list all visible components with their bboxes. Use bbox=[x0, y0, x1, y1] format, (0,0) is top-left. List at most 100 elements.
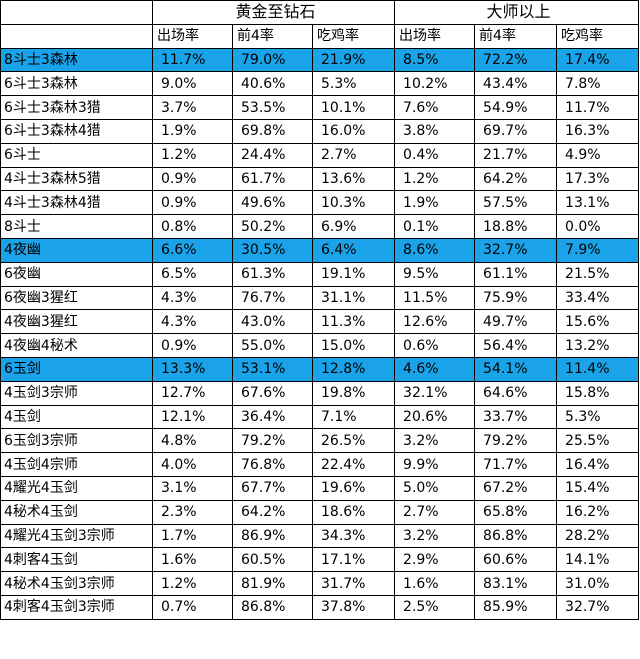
comp-name-cell: 8斗士3森林 bbox=[0, 47, 153, 73]
stat-cell: 1.7% bbox=[152, 523, 233, 549]
stat-cell: 16.2% bbox=[556, 499, 640, 525]
stat-cell: 55.0% bbox=[232, 333, 313, 358]
group-header-gold-diamond: 黄金至钻石 bbox=[151, 0, 396, 25]
stat-cell: 53.5% bbox=[232, 95, 313, 120]
stat-cell: 13.1% bbox=[556, 190, 640, 216]
stat-cell: 49.7% bbox=[474, 309, 558, 335]
stat-cell: 17.3% bbox=[556, 166, 640, 192]
stat-cell: 37.8% bbox=[311, 594, 396, 620]
table-row: 4秘术4玉剑3宗师 1.2% 81.9% 31.7% 1.6% 83.1% 31.0% bbox=[0, 571, 640, 596]
stat-cell: 53.1% bbox=[232, 356, 313, 382]
stat-cell: 2.9% bbox=[394, 547, 476, 573]
table-row: 6夜幽 6.5% 61.3% 19.1% 9.5% 61.1% 21.5% bbox=[0, 261, 640, 287]
stat-cell: 10.2% bbox=[394, 71, 476, 97]
table-row: 6夜幽3猩红 4.3% 76.7% 31.1% 11.5% 75.9% 33.4% bbox=[0, 285, 640, 311]
stat-cell: 69.7% bbox=[474, 118, 558, 144]
stat-cell: 67.2% bbox=[474, 475, 558, 501]
comp-name-cell: 4秘术4玉剑3宗师 bbox=[0, 571, 153, 596]
table-row: 6斗士3森林4猎 1.9% 69.8% 16.0% 3.8% 69.7% 16.3% bbox=[0, 118, 640, 144]
stat-cell: 16.3% bbox=[556, 118, 640, 144]
stat-cell: 19.1% bbox=[311, 261, 396, 287]
stat-cell: 0.9% bbox=[152, 333, 233, 358]
group-header-master-plus: 大师以上 bbox=[394, 0, 640, 25]
stat-cell: 61.7% bbox=[232, 166, 313, 192]
col-header: 吃鸡率 bbox=[556, 23, 640, 49]
stat-cell: 2.5% bbox=[394, 594, 476, 620]
stat-cell: 67.6% bbox=[232, 380, 313, 406]
stat-cell: 31.1% bbox=[311, 285, 396, 311]
table-row: 4秘术4玉剑 2.3% 64.2% 18.6% 2.7% 65.8% 16.2% bbox=[0, 499, 640, 525]
stat-cell: 4.6% bbox=[394, 356, 476, 382]
comp-name-cell: 6斗士 bbox=[0, 142, 153, 168]
stat-cell: 60.6% bbox=[474, 547, 558, 573]
stat-cell: 79.2% bbox=[232, 428, 313, 454]
stat-cell: 49.6% bbox=[232, 190, 313, 216]
stat-cell: 13.2% bbox=[556, 333, 640, 358]
stat-cell: 1.2% bbox=[152, 571, 233, 596]
corner-cell bbox=[0, 23, 153, 49]
stat-cell: 16.4% bbox=[556, 452, 640, 477]
stat-cell: 28.2% bbox=[556, 523, 640, 549]
stat-cell: 0.9% bbox=[152, 166, 233, 192]
stat-cell: 34.3% bbox=[311, 523, 396, 549]
table-row: 4斗士3森林4猎 0.9% 49.6% 10.3% 1.9% 57.5% 13.1% bbox=[0, 190, 640, 216]
stat-cell: 0.9% bbox=[152, 190, 233, 216]
table-row: 4耀光4玉剑 3.1% 67.7% 19.6% 5.0% 67.2% 15.4% bbox=[0, 475, 640, 501]
stat-cell: 67.7% bbox=[232, 475, 313, 501]
stat-cell: 20.6% bbox=[394, 404, 476, 430]
comp-name-cell: 4斗士3森林5猎 bbox=[0, 166, 153, 192]
stat-cell: 56.4% bbox=[474, 333, 558, 358]
stat-cell: 9.0% bbox=[152, 71, 233, 97]
comp-name-cell: 4耀光4玉剑 bbox=[0, 475, 153, 501]
corner-cell bbox=[0, 0, 153, 25]
comp-name-cell: 6夜幽3猩红 bbox=[0, 285, 153, 311]
stat-cell: 0.4% bbox=[394, 142, 476, 168]
stat-cell: 2.7% bbox=[311, 142, 396, 168]
stat-cell: 0.7% bbox=[152, 594, 233, 620]
stat-cell: 13.6% bbox=[311, 166, 396, 192]
stat-cell: 4.3% bbox=[152, 285, 233, 311]
stat-cell: 79.2% bbox=[474, 428, 558, 454]
stat-cell: 24.4% bbox=[232, 142, 313, 168]
stat-cell: 7.1% bbox=[311, 404, 396, 430]
stat-cell: 17.4% bbox=[556, 47, 640, 73]
stat-cell: 76.8% bbox=[232, 452, 313, 477]
table-row: 4玉剑 12.1% 36.4% 7.1% 20.6% 33.7% 5.3% bbox=[0, 404, 640, 430]
stat-cell: 1.2% bbox=[394, 166, 476, 192]
table-row: 6斗士 1.2% 24.4% 2.7% 0.4% 21.7% 4.9% bbox=[0, 142, 640, 168]
stat-cell: 4.8% bbox=[152, 428, 233, 454]
stat-cell: 83.1% bbox=[474, 571, 558, 596]
stat-cell: 11.5% bbox=[394, 285, 476, 311]
stat-cell: 22.4% bbox=[311, 452, 396, 477]
comp-name-cell: 6斗士3森林 bbox=[0, 71, 153, 97]
stat-cell: 21.9% bbox=[311, 47, 396, 73]
stat-cell: 12.7% bbox=[152, 380, 233, 406]
stat-cell: 0.0% bbox=[556, 214, 640, 239]
stat-cell: 1.2% bbox=[152, 142, 233, 168]
stat-cell: 4.9% bbox=[556, 142, 640, 168]
stat-cell: 0.6% bbox=[394, 333, 476, 358]
stat-cell: 2.3% bbox=[152, 499, 233, 525]
stat-cell: 15.0% bbox=[311, 333, 396, 358]
stat-cell: 8.5% bbox=[394, 47, 476, 73]
stat-cell: 10.3% bbox=[311, 190, 396, 216]
stat-cell: 0.8% bbox=[152, 214, 233, 239]
group-header-row: 黄金至钻石 大师以上 bbox=[0, 0, 640, 25]
stat-cell: 8.6% bbox=[394, 237, 476, 263]
stat-cell: 6.5% bbox=[152, 261, 233, 287]
table-row: 6斗士3森林3猎 3.7% 53.5% 10.1% 7.6% 54.9% 11.7% bbox=[0, 95, 640, 120]
stat-cell: 9.5% bbox=[394, 261, 476, 287]
stat-cell: 16.0% bbox=[311, 118, 396, 144]
stat-cell: 61.1% bbox=[474, 261, 558, 287]
col-header: 前4率 bbox=[474, 23, 558, 49]
table-row: 8斗士 0.8% 50.2% 6.9% 0.1% 18.8% 0.0% bbox=[0, 214, 640, 239]
stat-cell: 3.7% bbox=[152, 95, 233, 120]
stat-cell: 33.7% bbox=[474, 404, 558, 430]
stat-cell: 9.9% bbox=[394, 452, 476, 477]
table-row: 6玉剑3宗师 4.8% 79.2% 26.5% 3.2% 79.2% 25.5% bbox=[0, 428, 640, 454]
comp-name-cell: 4夜幽 bbox=[0, 237, 153, 263]
stat-cell: 15.4% bbox=[556, 475, 640, 501]
stat-cell: 26.5% bbox=[311, 428, 396, 454]
stat-cell: 17.1% bbox=[311, 547, 396, 573]
comp-name-cell: 6玉剑 bbox=[0, 356, 153, 382]
